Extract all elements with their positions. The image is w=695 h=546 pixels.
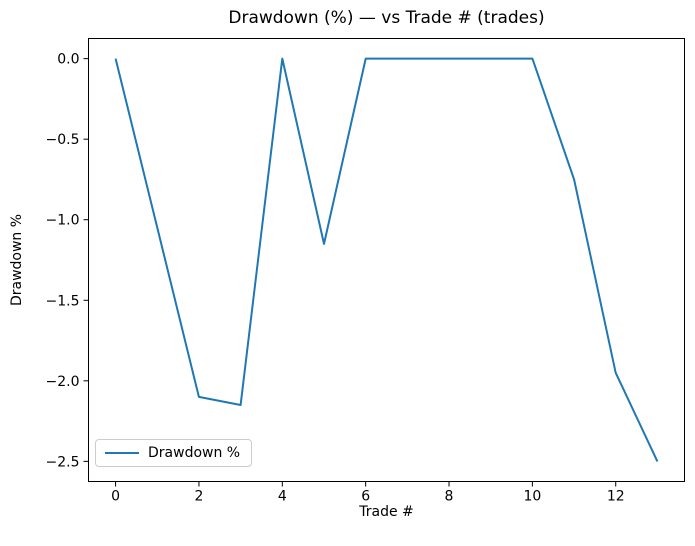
legend-line-swatch bbox=[105, 452, 139, 454]
chart-title: Drawdown (%) — vs Trade # (trades) bbox=[228, 8, 545, 28]
y-tick-label: 0.0 bbox=[57, 52, 79, 68]
data-line bbox=[114, 57, 659, 462]
x-axis-label: Trade # bbox=[359, 504, 414, 520]
x-tick-label: 12 bbox=[607, 489, 625, 505]
x-tick-label: 10 bbox=[523, 489, 541, 505]
x-tick-label: 6 bbox=[361, 489, 370, 505]
y-tick-label: −0.5 bbox=[46, 132, 80, 148]
plot-frame bbox=[88, 38, 685, 482]
legend: Drawdown % bbox=[95, 439, 253, 467]
y-tick-label: −2.0 bbox=[46, 374, 80, 390]
x-tick-label: 0 bbox=[111, 489, 120, 505]
x-tick-label: 8 bbox=[445, 489, 454, 505]
y-axis-label: Drawdown % bbox=[9, 213, 25, 307]
x-tick-label: 2 bbox=[194, 489, 203, 505]
legend-label: Drawdown % bbox=[148, 445, 241, 461]
y-tick-label: −2.5 bbox=[46, 454, 80, 470]
y-tick-label: −1.5 bbox=[46, 293, 80, 309]
y-tick-label: −1.0 bbox=[46, 213, 80, 229]
x-tick-label: 4 bbox=[278, 489, 287, 505]
